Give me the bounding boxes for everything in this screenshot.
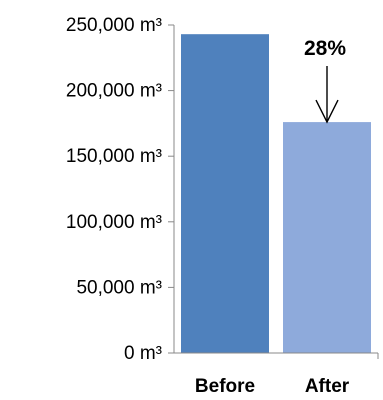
x-axis: Before After [174, 352, 379, 397]
y-axis: 0 m³ 50,000 m³ 100,000 m³ 150,000 m³ 200,000… [66, 15, 175, 364]
bars [181, 34, 371, 354]
annotation-label: 28% [304, 37, 346, 60]
y-tick-label: 200,000 m³ [66, 81, 162, 102]
y-tick-label: 150,000 m³ [66, 146, 162, 167]
y-tick-label: 50,000 m³ [76, 277, 162, 298]
bar-before [181, 34, 269, 354]
annotation-arrow-head [315, 99, 339, 124]
y-tick-label: 100,000 m³ [66, 212, 162, 233]
y-tick-label: 0 m³ [124, 343, 162, 364]
annotation: 28% [304, 37, 346, 124]
y-tick-label: 250,000 m³ [66, 15, 162, 36]
bar-after [283, 122, 371, 353]
x-category-label-after: After [305, 376, 350, 397]
x-category-label-before: Before [195, 376, 255, 397]
